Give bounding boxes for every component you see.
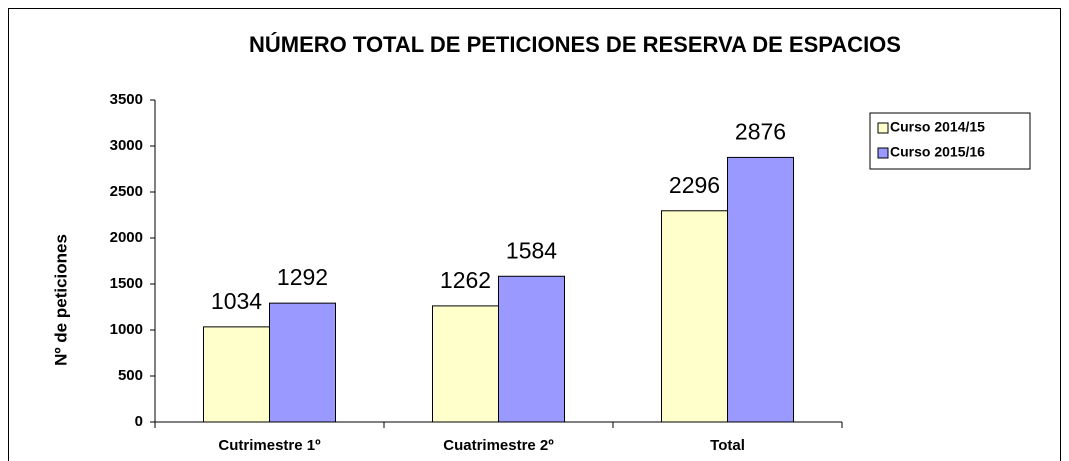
y-tick-label: 2500 <box>110 183 143 200</box>
legend-box <box>869 112 1031 170</box>
legend-swatch <box>877 147 889 159</box>
bar <box>661 210 728 423</box>
bar <box>203 326 270 423</box>
y-tick-label: 1500 <box>110 275 143 292</box>
y-tick-label: 3000 <box>110 137 143 154</box>
y-tick-label: 0 <box>135 413 143 430</box>
value-label: 1292 <box>277 264 328 290</box>
y-tick-label: 2000 <box>110 229 143 246</box>
y-tick-label: 3500 <box>110 91 143 108</box>
bar <box>269 302 336 423</box>
legend-label: Curso 2015/16 <box>890 144 985 160</box>
y-tick-label: 1000 <box>110 321 143 338</box>
legend-label: Curso 2014/15 <box>890 119 985 135</box>
value-label: 2296 <box>669 172 720 198</box>
x-tick-label: Total <box>710 437 745 454</box>
y-axis-label: Nº de peticiones <box>51 234 70 366</box>
bar <box>498 275 565 423</box>
value-label: 1584 <box>506 237 557 263</box>
chart-title: NÚMERO TOTAL DE PETICIONES DE RESERVA DE… <box>249 32 901 57</box>
value-label: 1034 <box>211 288 262 314</box>
y-tick-label: 500 <box>118 367 143 384</box>
value-label: 1262 <box>440 267 491 293</box>
value-label: 2876 <box>735 118 786 144</box>
bar <box>432 305 499 423</box>
x-tick-label: Cutrimestre 1º <box>218 437 321 454</box>
bar <box>727 156 794 423</box>
legend-swatch <box>877 122 889 134</box>
x-tick-label: Cuatrimestre 2º <box>443 437 554 454</box>
